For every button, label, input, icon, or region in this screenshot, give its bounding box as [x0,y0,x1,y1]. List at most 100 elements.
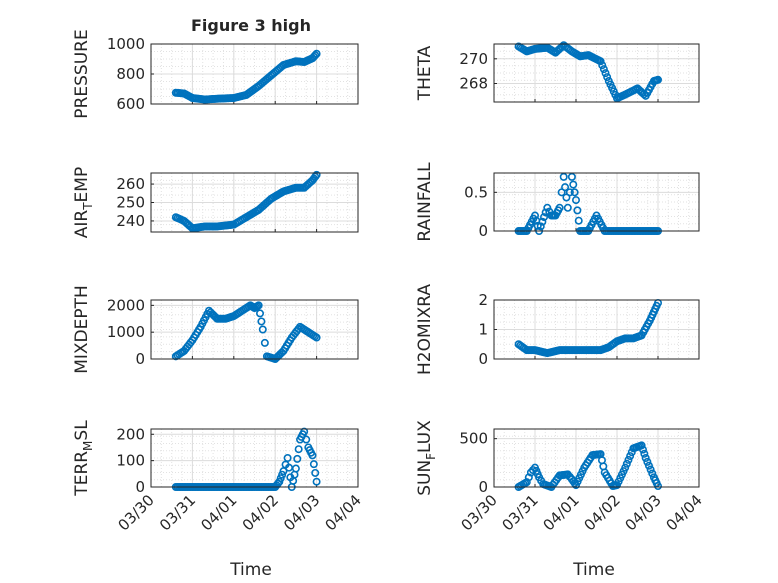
y-tick-label: 260 [116,175,145,193]
x-tick-label: 03/30 [458,491,501,534]
data-point [254,301,263,310]
data-point [311,51,320,60]
data-point [300,427,309,436]
y-tick-label: 2 [478,291,488,309]
axes-box [493,299,700,360]
data-point [555,203,564,212]
plot-area [151,429,358,487]
y-tick-label: 240 [116,212,145,230]
data-point [258,325,267,334]
data-point [637,441,646,450]
x-tick-label: 04/04 [322,491,365,534]
x-tick-label: 04/03 [622,491,665,534]
x-tick-label: 04/02 [239,491,282,534]
y-tick-label: 800 [116,65,145,83]
data-point [565,188,574,197]
data-point [567,172,576,181]
data-point [308,451,317,460]
x-axis-label-left: Time [229,560,272,580]
data-point [312,333,321,342]
axes-box [150,43,359,105]
x-tick-label: 04/01 [197,491,240,534]
data-point [638,445,647,454]
y-tick-label: 270 [459,50,488,68]
y-axis-label: PRESSURE [72,29,92,118]
data-point [643,457,652,466]
data-point [653,482,662,491]
data-point [601,69,610,78]
y-axis-label: THETA [415,45,435,101]
data-point [256,309,265,318]
axes-box [150,172,359,233]
data-point [294,445,303,454]
y-tick-label: 268 [459,74,488,92]
data-point [302,435,311,444]
x-tick-label: 04/03 [280,491,323,534]
data-point [653,75,662,84]
axes-box [493,43,700,103]
axes-box [493,172,700,232]
data-point [621,463,630,472]
data-point [644,461,653,470]
x-tick-label: 04/02 [581,491,624,534]
y-axis-label: SUNFLUX [415,420,438,496]
y-tick-label: 1000 [107,35,145,53]
y-tick-label: 0 [478,350,488,368]
data-point [536,222,545,231]
data-point [640,449,649,458]
data-point [291,464,300,473]
y-tick-label: 1000 [107,323,145,341]
y-tick-label: 1 [478,321,488,339]
x-tick-label: 04/01 [540,491,583,534]
data-point [571,196,580,205]
data-point [598,61,607,70]
y-tick-label: 0 [478,222,488,240]
axes-box [150,299,359,360]
data-point [574,216,583,225]
y-tick-label: 0.5 [464,183,488,201]
x-tick-label: 03/31 [156,491,199,534]
y-axis-label: MIXDEPTH [72,285,92,374]
data-point [563,203,572,212]
y-axis-label: AIRTEMP [72,167,95,238]
data-point [312,170,321,179]
subplot-mixdepth: 0 1000 2000 MIXDEPTH [72,285,359,374]
data-point [538,217,547,226]
data-point [309,460,318,469]
y-axis-label: TERRMSL [72,420,95,497]
data-point [641,453,650,462]
y-tick-label: 2000 [107,296,145,314]
data-point [541,208,550,217]
data-point [312,49,321,58]
data-point [561,183,570,192]
y-tick-label: 500 [459,430,488,448]
data-point [624,455,633,464]
y-axis-label: RAINFALL [415,162,435,242]
data-point [530,211,539,220]
data-point [533,221,542,230]
y-axis-label: H2OMIXRA [415,284,435,375]
subplot-pressure: 600 800 1000 PRESSURE [72,29,359,119]
subplot-terr-msl: 0 100 200 TERRMSL 03/3003/3104/0104/0204/030… [72,420,365,535]
data-point [646,465,655,474]
figure-title: Figure 3 high [191,16,311,35]
y-tick-label: 0 [135,478,145,496]
data-point [311,468,320,477]
data-point [293,454,302,463]
x-tick-label: 03/30 [115,491,158,534]
axes-box [150,428,359,488]
y-tick-label: 100 [116,452,145,470]
y-tick-label: 250 [116,194,145,212]
data-point [257,317,266,326]
data-point [540,213,549,222]
data-point [622,459,631,468]
data-point [569,180,578,189]
x-tick-label: 04/04 [663,491,706,534]
y-tick-label: 0 [478,478,488,496]
data-point [573,206,582,215]
y-tick-label: 0 [135,350,145,368]
x-tick-label: 03/31 [499,491,542,534]
